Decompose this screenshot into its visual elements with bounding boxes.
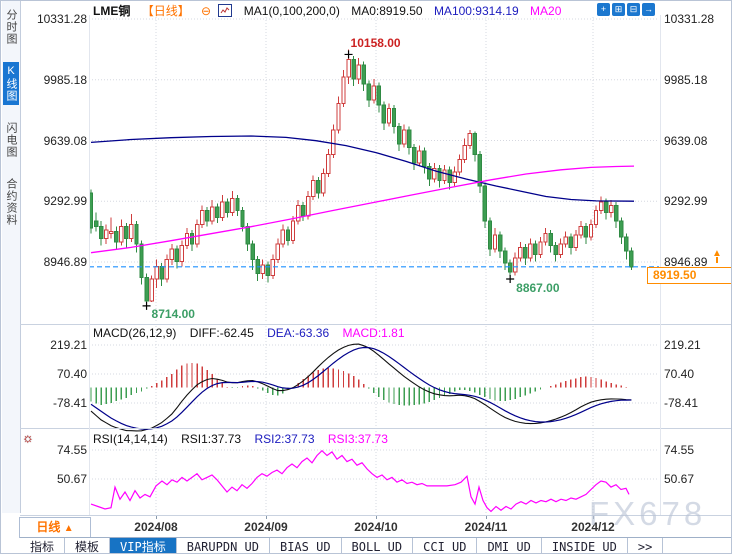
period-selector[interactable]: 日线 ▲ <box>19 517 91 538</box>
sidebar-item-tab[interactable]: 合约资料 <box>5 178 17 226</box>
ma200-value: MA20 <box>530 4 562 18</box>
sidebar-item-active[interactable]: K线图 <box>3 62 19 105</box>
panel-divider[interactable] <box>20 428 731 429</box>
x-axis-label: 2024/12 <box>571 520 615 534</box>
indicator-settings-icon[interactable]: ☼ <box>22 430 34 445</box>
toolbar-tab-barupdnud[interactable]: BARUPDN_UD <box>177 538 270 553</box>
exit-icon[interactable]: → <box>642 3 655 16</box>
bottom-toolbar: 指标 模板 VIP指标 BARUPDN_UD BIAS_UD BOLL_UD CCI_UD D… <box>20 537 731 553</box>
macd-title: MACD(26,12,9) <box>93 326 177 340</box>
toolbar-tab-biasud[interactable]: BIAS_UD <box>270 538 342 553</box>
low-price-annotation: 8867.00 <box>516 281 560 296</box>
rsi1-value: RSI1:37.73 <box>181 432 242 446</box>
extreme-marker <box>506 275 515 284</box>
y-axis-label: 9292.99 <box>664 194 708 209</box>
y-axis-label: 10331.28 <box>36 12 87 26</box>
toolbar-tab-[interactable]: >> <box>628 538 664 553</box>
ma100-value: MA100:9314.19 <box>433 4 519 18</box>
pan-icon[interactable]: + <box>597 3 610 16</box>
rsi3-value: RSI3:37.73 <box>327 432 388 446</box>
plot-left-edge <box>89 15 90 515</box>
y-axis-label: 74.55 <box>664 443 695 457</box>
ma-settings-label: MA1(0,100,200,0) <box>243 4 340 18</box>
ma0-value: MA0:8919.50 <box>351 4 423 18</box>
macd-value: MACD:1.81 <box>342 326 405 340</box>
period-label: 日线 <box>36 520 61 534</box>
macd-header: MACD(26,12,9) DIFF:-62.45 DEA:-63.36 MAC… <box>93 326 415 340</box>
chart-header: LME铜 【日线】 ⊖ MA1(0,100,200,0) MA0:8919.50… <box>93 2 569 18</box>
extreme-marker <box>344 50 353 59</box>
y-axis-label: 9639.08 <box>664 133 708 148</box>
toolbar-tab-bollud[interactable]: BOLL_UD <box>342 538 414 553</box>
price-up-arrow-stem <box>716 257 718 263</box>
candlestick-layer <box>88 49 634 303</box>
current-price-badge: 8919.50 <box>647 267 731 284</box>
zoom-in-icon[interactable]: ⊟ <box>627 3 640 16</box>
rsi-title: RSI(14,14,14) <box>93 432 168 446</box>
period-tag: 【日线】 <box>141 4 190 18</box>
y-axis-label: 9292.99 <box>43 194 87 209</box>
macd-dea-value: DEA:-63.36 <box>267 326 330 340</box>
sidebar-item-tab[interactable]: 分时图 <box>5 9 17 45</box>
macd-diff-value: DIFF:-62.45 <box>189 326 254 340</box>
rsi-header: RSI(14,14,14) RSI1:37.73 RSI2:37.73 RSI3… <box>93 432 398 446</box>
y-axis-label: 70.40 <box>664 367 695 381</box>
collapse-icon[interactable]: ⊖ <box>201 4 212 18</box>
extreme-marker <box>142 301 151 310</box>
period-arrow-icon: ▲ <box>63 523 74 534</box>
y-axis-label: 9985.18 <box>664 72 708 87</box>
x-axis-label: 2024/10 <box>354 520 398 534</box>
x-axis-tick <box>376 515 377 519</box>
high-price-annotation: 10158.00 <box>350 36 401 51</box>
x-axis-label: 2024/08 <box>134 520 178 534</box>
sidebar-item-tab[interactable]: 闪电图 <box>5 122 17 158</box>
toolbar-tab-cciud[interactable]: CCI_UD <box>413 538 478 553</box>
plot-right-edge <box>660 15 661 515</box>
x-axis-label: 2024/11 <box>464 520 508 534</box>
y-axis-label: 50.67 <box>664 472 695 486</box>
y-axis-label: 8946.89 <box>43 255 87 269</box>
x-axis-tick <box>266 515 267 519</box>
toolbar-tab-insideud[interactable]: INSIDE_UD <box>542 538 628 553</box>
x-axis-tick <box>593 515 594 519</box>
panel-divider <box>20 515 731 516</box>
left-sidebar: 分时图 K线图闪电图合约资料 <box>2 1 21 513</box>
symbol-name: LME铜 <box>93 4 131 18</box>
y-axis-label: 10331.28 <box>664 12 715 26</box>
y-axis-label: 74.55 <box>56 443 87 457</box>
x-axis-tick <box>156 515 157 519</box>
indicator-chart-icon[interactable] <box>218 4 233 17</box>
toolbar-tab-dmiud[interactable]: DMI_UD <box>477 538 542 553</box>
rsi2-value: RSI2:37.73 <box>254 432 315 446</box>
toolbar-tab-[interactable]: 模板 <box>65 538 111 553</box>
header-toolbar: + ⊞ ⊟ → <box>597 3 655 16</box>
zoom-out-icon[interactable]: ⊞ <box>612 3 625 16</box>
y-axis-label: 9985.18 <box>43 72 87 87</box>
x-axis-label: 2024/09 <box>244 520 288 534</box>
y-axis-label: 50.67 <box>56 472 87 486</box>
y-axis-label: 8946.89 <box>664 255 708 269</box>
y-axis-label: 70.40 <box>56 367 87 381</box>
toolbar-tab-[interactable]: 指标 <box>20 538 66 553</box>
toolbar-tab-vip[interactable]: VIP指标 <box>110 538 177 553</box>
y-axis-label: 219.21 <box>50 337 87 352</box>
panel-divider[interactable] <box>20 324 731 325</box>
price-up-arrow-icon: ▲ <box>712 248 722 259</box>
x-axis-tick <box>486 515 487 519</box>
y-axis-label: 219.21 <box>664 337 701 352</box>
low-price-annotation: 8714.00 <box>151 306 195 321</box>
y-axis-label: 9639.08 <box>43 133 87 148</box>
y-axis-label: -78.41 <box>52 396 87 410</box>
y-axis-label: -78.41 <box>664 396 699 410</box>
